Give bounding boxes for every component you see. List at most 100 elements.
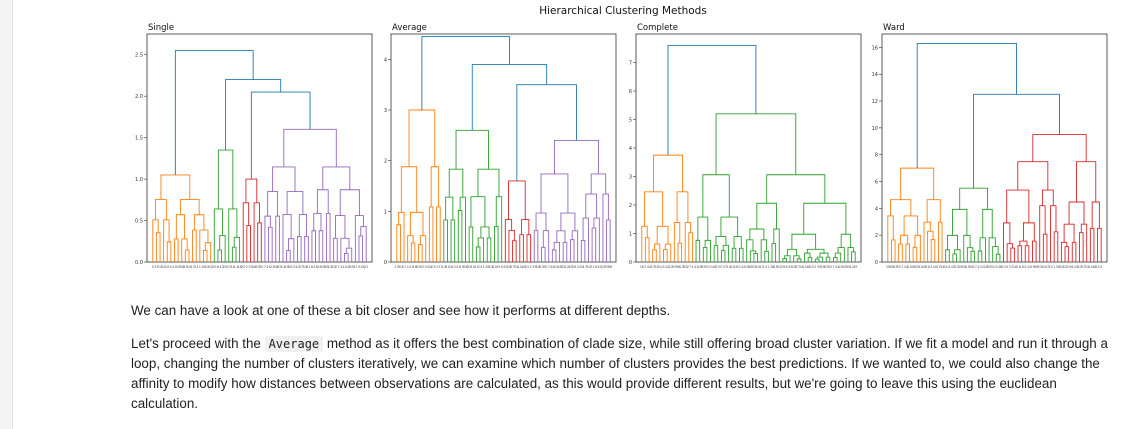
dendrogram-link	[1050, 205, 1057, 262]
x-leaf-label: 42	[456, 265, 460, 269]
dendrogram-link	[923, 221, 931, 262]
dendrogram-link	[982, 208, 993, 238]
dendrogram-link	[688, 232, 693, 262]
dendrogram-link	[930, 239, 936, 262]
dendrogram-link	[720, 216, 739, 237]
x-leaf-label: 13	[395, 265, 399, 269]
x-leaf-label: 38	[770, 265, 774, 269]
dendrogram-link	[155, 232, 161, 262]
x-leaf-label: 36	[608, 265, 612, 269]
dendrogram-link	[325, 213, 331, 262]
x-leaf-label: 36	[962, 265, 966, 269]
x-leaf-label: 37	[723, 265, 727, 269]
x-leaf-label: 40	[579, 265, 583, 269]
dendrogram-link	[448, 168, 464, 198]
dendrogram-link	[313, 213, 322, 231]
dendrogram-link	[193, 214, 205, 231]
dendrogram-link	[926, 199, 941, 223]
y-tick-label: 0.5	[135, 219, 143, 225]
dendrogram-link	[641, 225, 648, 262]
x-leaf-label: 33	[752, 265, 756, 269]
x-leaf-label: 34	[799, 265, 804, 269]
x-leaf-label: 17	[650, 265, 654, 269]
x-leaf-label: 51	[161, 265, 165, 269]
x-leaf-label: 19	[460, 265, 464, 269]
x-leaf-label: 11	[234, 265, 238, 269]
paragraph-1-text: We can have a look at one of these a bit…	[131, 303, 671, 318]
x-leaf-label: 6	[1071, 265, 1073, 269]
dendrogram-link	[408, 109, 436, 167]
x-leaf-label: 2	[246, 265, 248, 269]
x-leaf-label: 16	[889, 265, 893, 269]
x-leaf-label: 43	[503, 265, 507, 269]
x-leaf-label: 14	[1012, 265, 1017, 269]
y-tick-label: 3	[629, 175, 632, 181]
dendrogram-link	[702, 247, 708, 262]
y-tick-label: 4	[629, 146, 632, 152]
x-leaf-label: 40	[933, 265, 937, 269]
dendrogram-link	[480, 226, 490, 238]
x-leaf-label: 34	[514, 265, 519, 269]
x-leaf-label: 46	[427, 265, 431, 269]
dendrogram-link	[419, 235, 427, 262]
x-leaf-label: 7	[548, 265, 550, 269]
x-leaf-label: 54	[940, 265, 945, 269]
x-leaf-label: 8	[311, 265, 313, 269]
x-leaf-label: 49	[853, 265, 857, 269]
x-leaf-label: 37	[438, 265, 442, 269]
x-leaf-label: 29	[212, 265, 216, 269]
x-leaf-label: 24	[194, 265, 199, 269]
y-tick-label: 7	[629, 61, 632, 67]
dendrogram-link	[175, 214, 185, 239]
x-leaf-label: 57	[795, 265, 799, 269]
x-leaf-label: 22	[601, 265, 605, 269]
x-leaf-label: 32	[705, 265, 709, 269]
dendrogram-link	[477, 237, 485, 262]
dendrogram-link	[782, 258, 787, 262]
dendrogram-link	[407, 235, 414, 262]
dendrogram-link	[268, 226, 273, 262]
dendrogram-link	[286, 191, 304, 215]
dendrogram-link	[840, 233, 852, 248]
x-leaf-label: 38	[201, 265, 205, 269]
dendrogram-link	[1041, 189, 1054, 206]
dendrogram-link	[494, 225, 499, 262]
x-leaf-label: 37	[154, 265, 158, 269]
dendrogram-link	[749, 228, 765, 240]
x-leaf-label: 52	[492, 265, 496, 269]
dendrogram-link	[945, 249, 950, 262]
dendrogram-link	[1053, 231, 1059, 262]
x-leaf-label: 23	[716, 265, 720, 269]
dendrogram-link	[233, 236, 241, 262]
dendrogram-link	[339, 189, 360, 216]
dendrogram-link	[533, 230, 539, 262]
x-leaf-label: 59	[958, 265, 962, 269]
x-leaf-label: 31	[590, 265, 594, 269]
dendrogram-link	[192, 229, 197, 262]
x-leaf-label: 3	[577, 265, 579, 269]
dendrogram-link-top	[250, 91, 311, 180]
dendrogram-link	[959, 187, 988, 210]
x-leaf-label: 21	[554, 265, 558, 269]
dendrogram-link	[360, 226, 367, 262]
dendrogram-link	[786, 248, 797, 256]
paragraph-2: Let's proceed with the Average method as…	[131, 334, 1116, 414]
x-leaf-label: 55	[701, 265, 705, 269]
x-leaf-label: 58	[842, 265, 846, 269]
dendrogram-link	[851, 251, 856, 262]
dendrogram-link	[541, 246, 546, 262]
x-leaf-label: 50	[683, 265, 687, 269]
dendrogram-link	[204, 242, 212, 262]
x-leaf-label: 19	[744, 265, 748, 269]
x-leaf-label: 44	[266, 265, 271, 269]
dendrogram-link	[504, 219, 513, 262]
dendrogram-link	[286, 250, 291, 262]
dendrogram-link	[1068, 201, 1085, 225]
x-leaf-label: 39	[886, 265, 890, 269]
dendrogram-link	[697, 216, 709, 241]
dendrogram-link	[898, 243, 903, 262]
x-leaf-label: 9	[358, 265, 360, 269]
x-leaf-label: 56	[463, 265, 467, 269]
